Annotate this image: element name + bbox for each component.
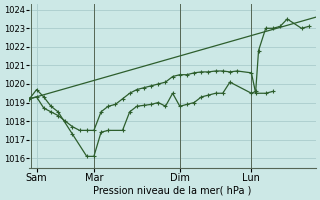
X-axis label: Pression niveau de la mer( hPa ): Pression niveau de la mer( hPa ) xyxy=(93,186,252,196)
